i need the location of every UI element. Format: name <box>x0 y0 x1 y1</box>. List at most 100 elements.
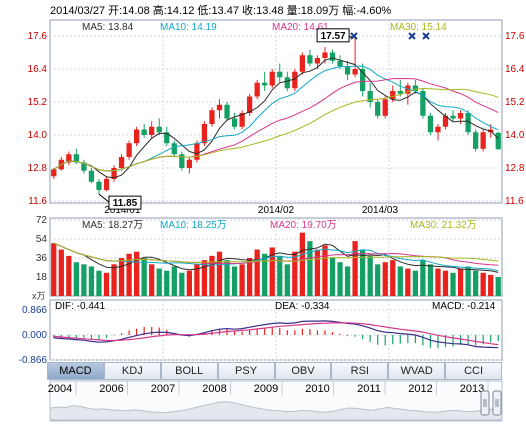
volume-bar <box>352 241 358 296</box>
ma30-line <box>53 87 499 172</box>
volume-bar <box>156 268 162 296</box>
volume-bar <box>405 268 411 296</box>
volume-bar <box>231 266 238 296</box>
volume-bar <box>322 245 328 296</box>
navigator-year-label: 2008 <box>202 383 226 395</box>
volume-tick: 18 <box>36 272 48 283</box>
volume-bar <box>442 270 449 296</box>
low-label: 11.85 <box>113 198 138 209</box>
volume-bar <box>194 264 200 296</box>
volume-bar <box>186 270 193 296</box>
candle-body <box>329 52 336 61</box>
low-label-box <box>108 195 142 210</box>
candle-body <box>382 99 388 116</box>
volume-bar <box>344 266 351 296</box>
tab-obv[interactable]: OBV <box>274 362 332 380</box>
candle-body <box>292 71 298 89</box>
kline-tick-right: 12.8 <box>505 163 525 174</box>
volume-bar <box>359 249 366 296</box>
navigator-year-label: 2007 <box>151 383 175 395</box>
candle-body <box>201 124 208 144</box>
volume-bar <box>88 266 95 296</box>
tab-psy[interactable]: PSY <box>217 362 275 380</box>
candle-body <box>209 110 215 124</box>
volume-bar <box>51 243 57 296</box>
navigator-handle[interactable] <box>480 390 490 416</box>
volume-bar <box>307 241 313 296</box>
candle-body <box>194 143 200 160</box>
navigator-year-label: 2013 <box>460 383 484 395</box>
candle-body <box>216 104 223 111</box>
candle-body <box>405 85 411 94</box>
candle-body <box>224 104 230 119</box>
volume-bar <box>277 255 283 296</box>
volume-tick: 36 <box>36 253 48 264</box>
candle-body <box>231 118 238 127</box>
candle-body <box>375 102 381 116</box>
candle-body <box>88 170 95 182</box>
navigator-year-label: 2010 <box>305 383 329 395</box>
candle-body <box>149 126 155 135</box>
volume-bar <box>420 260 426 296</box>
navigator-area <box>49 401 503 421</box>
volume-bar <box>367 255 373 296</box>
candle-body <box>118 157 125 168</box>
macd-tick: 0.866 <box>22 305 47 316</box>
volume-tick: 72 <box>36 215 48 226</box>
volume-bar <box>382 262 388 296</box>
volume-bar <box>96 270 102 296</box>
event-marker-icon <box>422 32 430 40</box>
candle-body <box>51 169 57 177</box>
volume-tick: 54 <box>36 234 48 245</box>
tab-kdj[interactable]: KDJ <box>103 362 161 380</box>
kline-tick-right: 17.6 <box>505 31 525 42</box>
kline-date-label: 2014/03 <box>362 205 399 216</box>
tab-wvad[interactable]: WVAD <box>388 362 446 380</box>
candle-body <box>254 82 260 97</box>
navigator-year-label: 2009 <box>254 383 278 395</box>
candle-body <box>367 91 373 102</box>
candle-body <box>164 132 170 144</box>
vol-ma5-line <box>53 242 499 273</box>
volume-bar <box>111 264 117 296</box>
tab-macd[interactable]: MACD <box>47 362 104 380</box>
kline-legend-item: MA20: 14.61 <box>272 22 329 33</box>
kline-tick-left: 15.2 <box>28 97 48 108</box>
candle-body <box>269 71 275 86</box>
navigator-year-label: 2004 <box>48 383 72 395</box>
tab-rsi[interactable]: RSI <box>331 362 389 380</box>
kline-tick-left: 11.6 <box>28 196 47 207</box>
volume-legend-item: MA10: 18.25万 <box>160 220 227 231</box>
navigator-handle[interactable] <box>492 390 502 416</box>
volume-legend-item: MA5: 18.27万 <box>82 220 143 231</box>
navigator-year-label: 2012 <box>408 383 432 395</box>
volume-bar <box>66 255 72 296</box>
volume-bar <box>480 272 486 296</box>
candle-body <box>322 52 328 58</box>
kline-date-label: 2014/01 <box>104 205 141 216</box>
candle-body <box>299 55 306 72</box>
candle-body <box>390 91 396 100</box>
candle-body <box>103 179 110 190</box>
candle-body <box>284 77 290 89</box>
candle-body <box>457 113 464 119</box>
candle-body <box>344 66 351 75</box>
volume-bar <box>472 270 479 296</box>
tab-cci[interactable]: CCI <box>445 362 502 380</box>
macd-legend-item: MACD: -0.214 <box>432 301 496 312</box>
volume-bar <box>254 249 260 296</box>
event-marker-icon <box>350 32 358 40</box>
tab-boll[interactable]: BOLL <box>160 362 218 380</box>
macd-tick: -0.866 <box>19 355 48 366</box>
candle-body <box>397 91 403 94</box>
volume-bar <box>427 264 434 296</box>
macd-legend-item: DIF: -0.441 <box>55 301 105 312</box>
volume-bar <box>103 272 110 296</box>
candle-body <box>96 181 102 190</box>
volume-bar <box>201 260 208 296</box>
dif-line <box>53 320 499 349</box>
candle-body <box>442 115 449 127</box>
kline-tick-left: 17.6 <box>28 31 48 42</box>
